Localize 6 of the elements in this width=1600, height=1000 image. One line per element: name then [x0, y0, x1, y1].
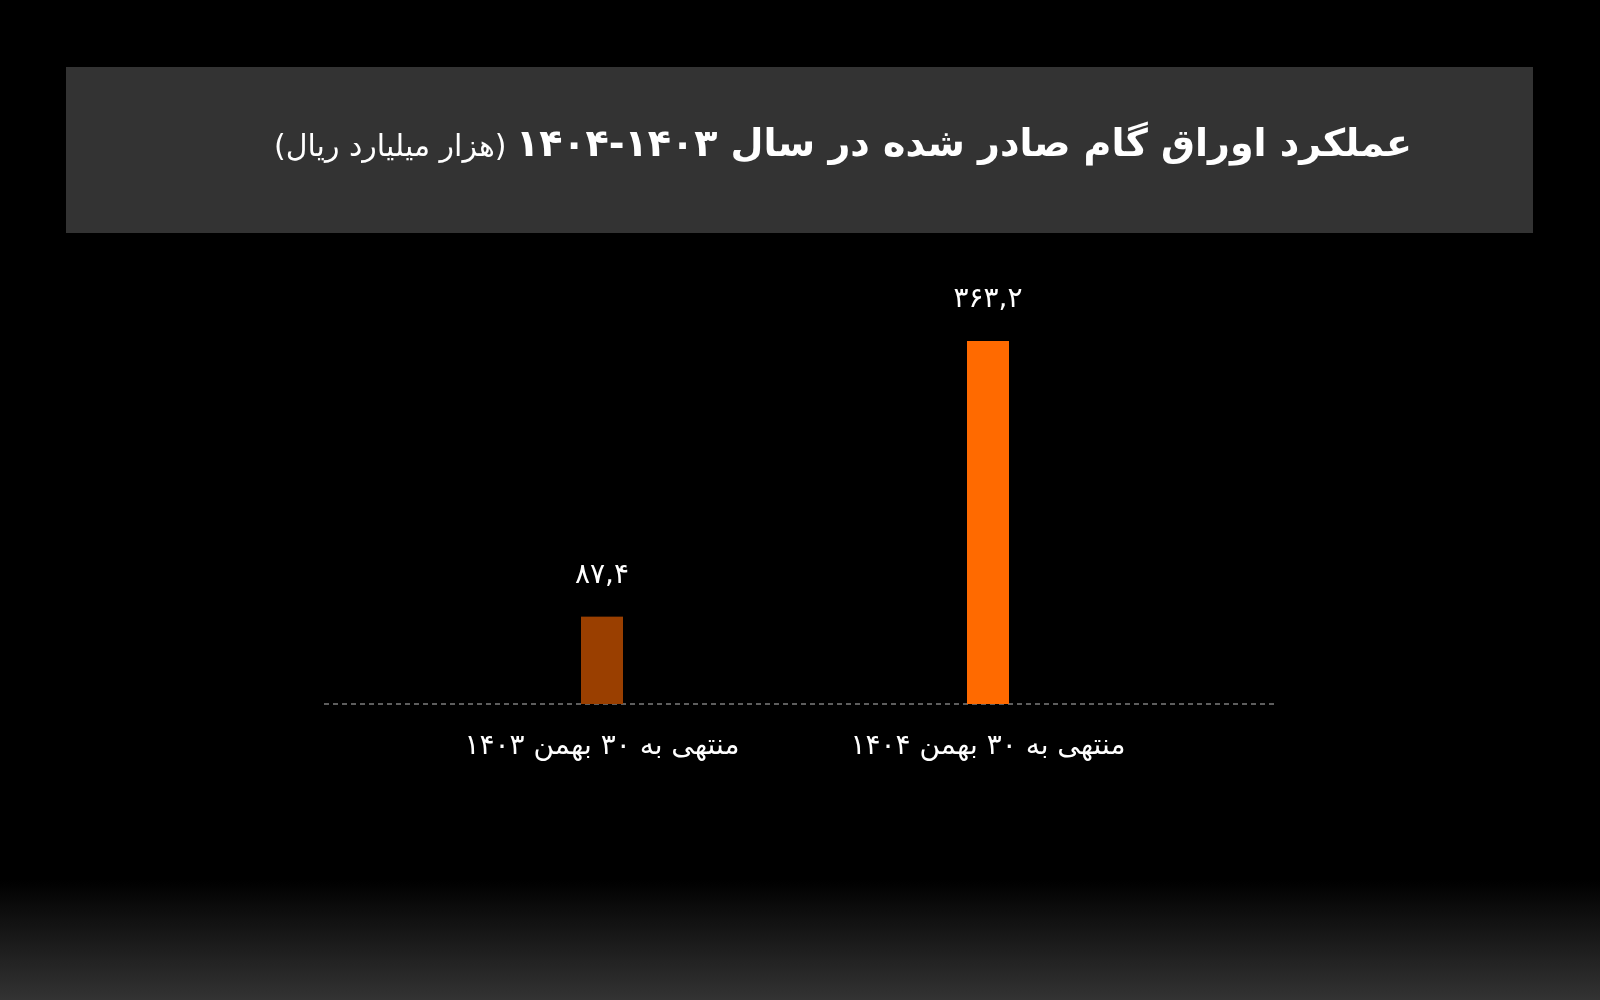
x-tick-label: منتهی به ۳۰ بهمن ۱۴۰۳	[464, 728, 740, 761]
data-label: ۸۷,۴	[574, 556, 630, 590]
chart-subtitle: (هزار میلیارد ریال)	[273, 128, 517, 163]
data-label: ۳۶۳,۲	[953, 281, 1023, 314]
chart-title: عملکرد اوراق گام صادر شده در سال ۱۴۰۳-۱۴۰۴	[516, 121, 1412, 166]
x-tick-label: منتهی به ۳۰ بهمن ۱۴۰۴	[850, 728, 1126, 761]
